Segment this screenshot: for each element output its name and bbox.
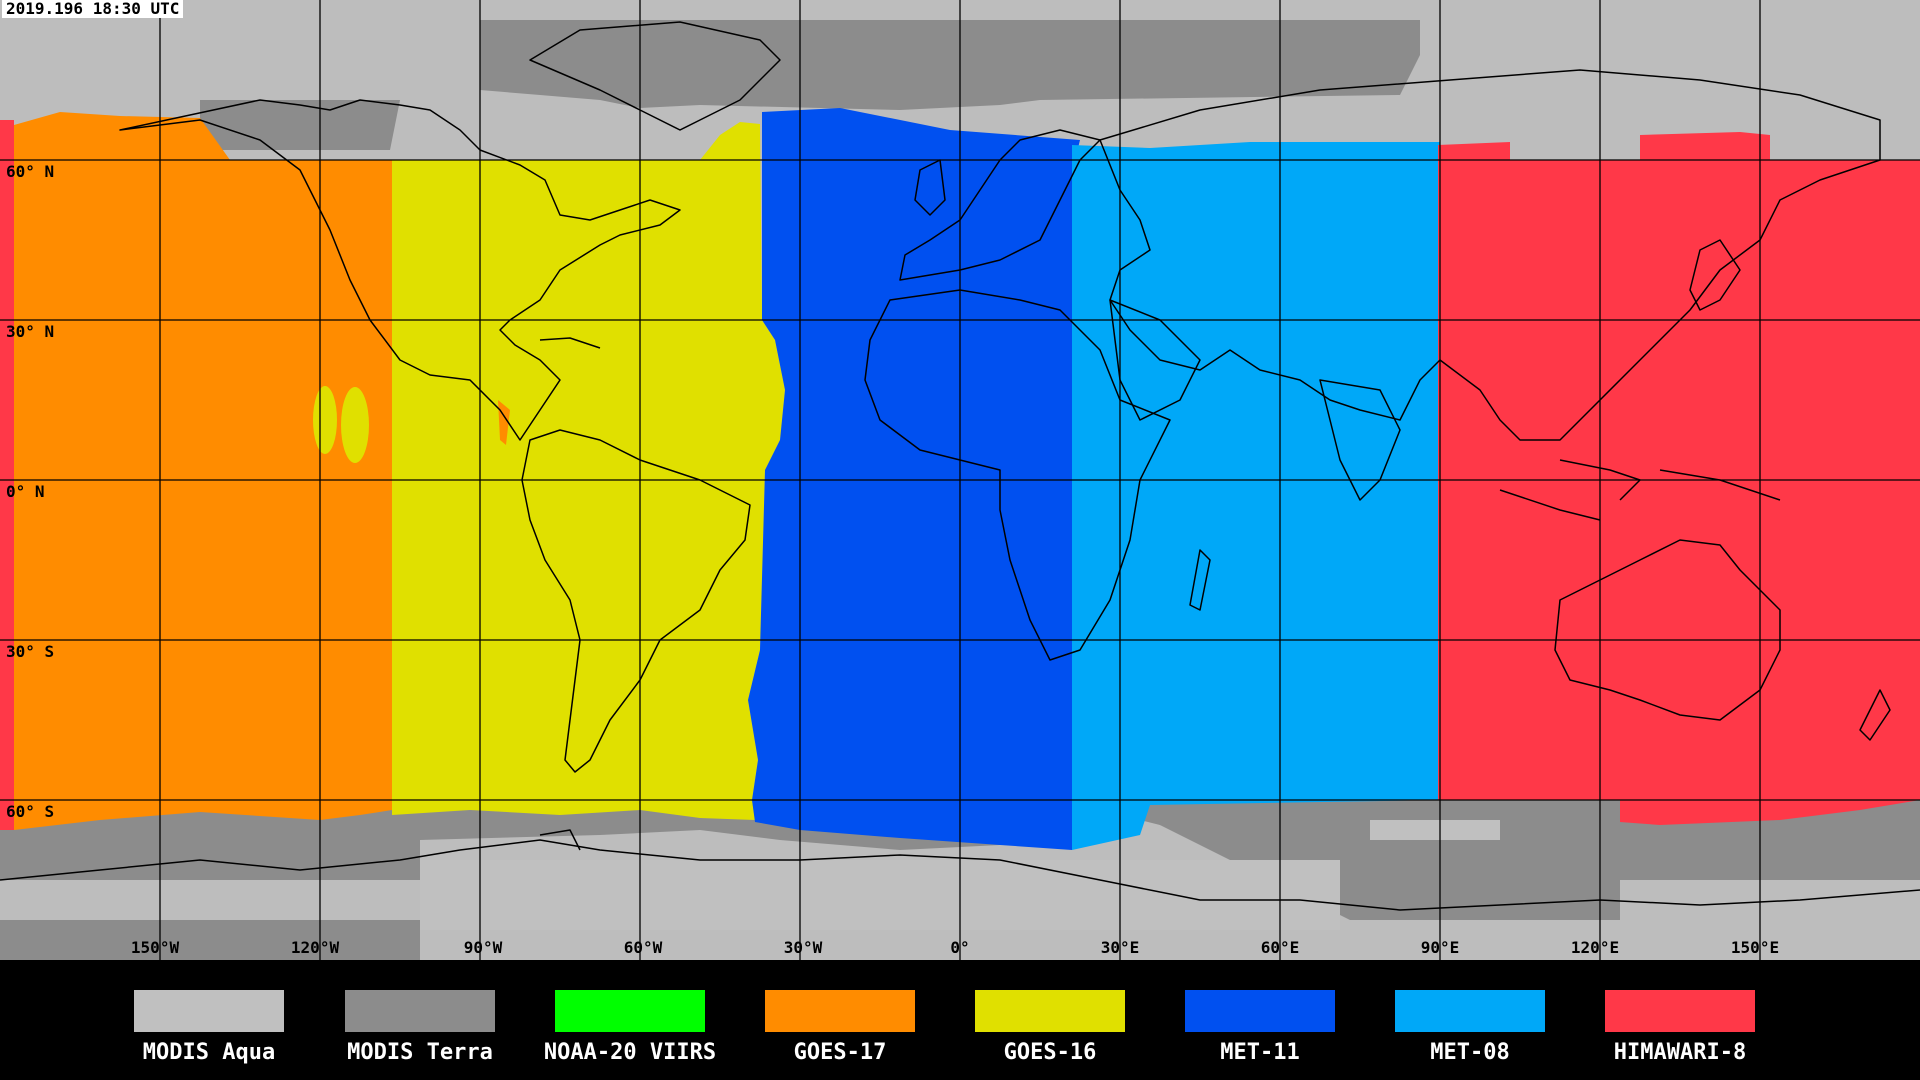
satellite-coverage-map: 2019.196 18:30 UTC 60° N 30° N 0° N 30° … (0, 0, 1920, 960)
lat-label-60n: 60° N (6, 162, 55, 181)
modis-aqua-coverage (420, 820, 1500, 930)
legend-label: MODIS Terra (347, 1040, 493, 1065)
legend-swatch (555, 990, 705, 1032)
lon-label-90w: 90°W (463, 938, 503, 957)
legend-swatch (345, 990, 495, 1032)
coastlines (0, 21, 1920, 911)
legend-label: MODIS Aqua (142, 1040, 276, 1065)
legend-swatch (134, 990, 284, 1032)
legend-item-met11: MET-11 (1170, 990, 1350, 1065)
lat-label-60s: 60° S (6, 802, 55, 821)
legend-item-modis-terra: MODIS Terra (330, 990, 510, 1065)
graticule (0, 0, 1920, 960)
legend-item-modis-aqua: MODIS Aqua (119, 990, 299, 1065)
map-canvas (0, 0, 1920, 960)
lon-label-0: 0° (950, 938, 970, 957)
lat-label-30s: 30° S (6, 642, 55, 661)
goes16-coverage (392, 122, 785, 820)
timestamp-label: 2019.196 18:30 UTC (2, 0, 184, 18)
legend-item-himawari8: HIMAWARI-8 (1590, 990, 1770, 1065)
legend-swatch (1605, 990, 1755, 1032)
legend-swatch (1395, 990, 1545, 1032)
legend-label: HIMAWARI-8 (1613, 1040, 1747, 1065)
himawari8-coverage-west-edge (0, 120, 14, 830)
himawari8-coverage-north-fringe (1640, 132, 1770, 160)
met11-coverage (748, 108, 1080, 850)
lon-label-30w: 30°W (783, 938, 823, 957)
lon-label-60w: 60°W (623, 938, 663, 957)
lon-label-150w: 150°W (130, 938, 180, 957)
lon-label-30e: 30°E (1100, 938, 1140, 957)
himawari8-coverage (1438, 142, 1920, 825)
legend-label: MET-11 (1220, 1040, 1300, 1065)
goes16-artifact (313, 386, 337, 454)
legend-item-goes17: GOES-17 (750, 990, 930, 1065)
lon-label-60e: 60°E (1260, 938, 1300, 957)
legend-label: NOAA-20 VIIRS (543, 1040, 717, 1065)
lon-label-90e: 90°E (1420, 938, 1460, 957)
met08-coverage (1072, 142, 1440, 850)
legend-item-noaa20-viirs: NOAA-20 VIIRS (540, 990, 720, 1065)
legend-swatch (1185, 990, 1335, 1032)
legend-item-goes16: GOES-16 (960, 990, 1140, 1065)
lat-label-30n: 30° N (6, 322, 55, 341)
legend: MODIS Aqua MODIS Terra NOAA-20 VIIRS GOE… (0, 960, 1920, 1080)
legend-swatch (975, 990, 1125, 1032)
lon-label-120w: 120°W (290, 938, 340, 957)
goes17-coverage (14, 112, 392, 830)
legend-label: GOES-16 (1003, 1040, 1097, 1065)
lon-label-120e: 120°E (1570, 938, 1620, 957)
legend-item-met08: MET-08 (1380, 990, 1560, 1065)
legend-label: MET-08 (1430, 1040, 1510, 1065)
lon-label-150e: 150°E (1730, 938, 1780, 957)
legend-label: GOES-17 (793, 1040, 887, 1065)
lat-label-0n: 0° N (6, 482, 45, 501)
legend-swatch (765, 990, 915, 1032)
goes16-artifact (341, 387, 369, 463)
